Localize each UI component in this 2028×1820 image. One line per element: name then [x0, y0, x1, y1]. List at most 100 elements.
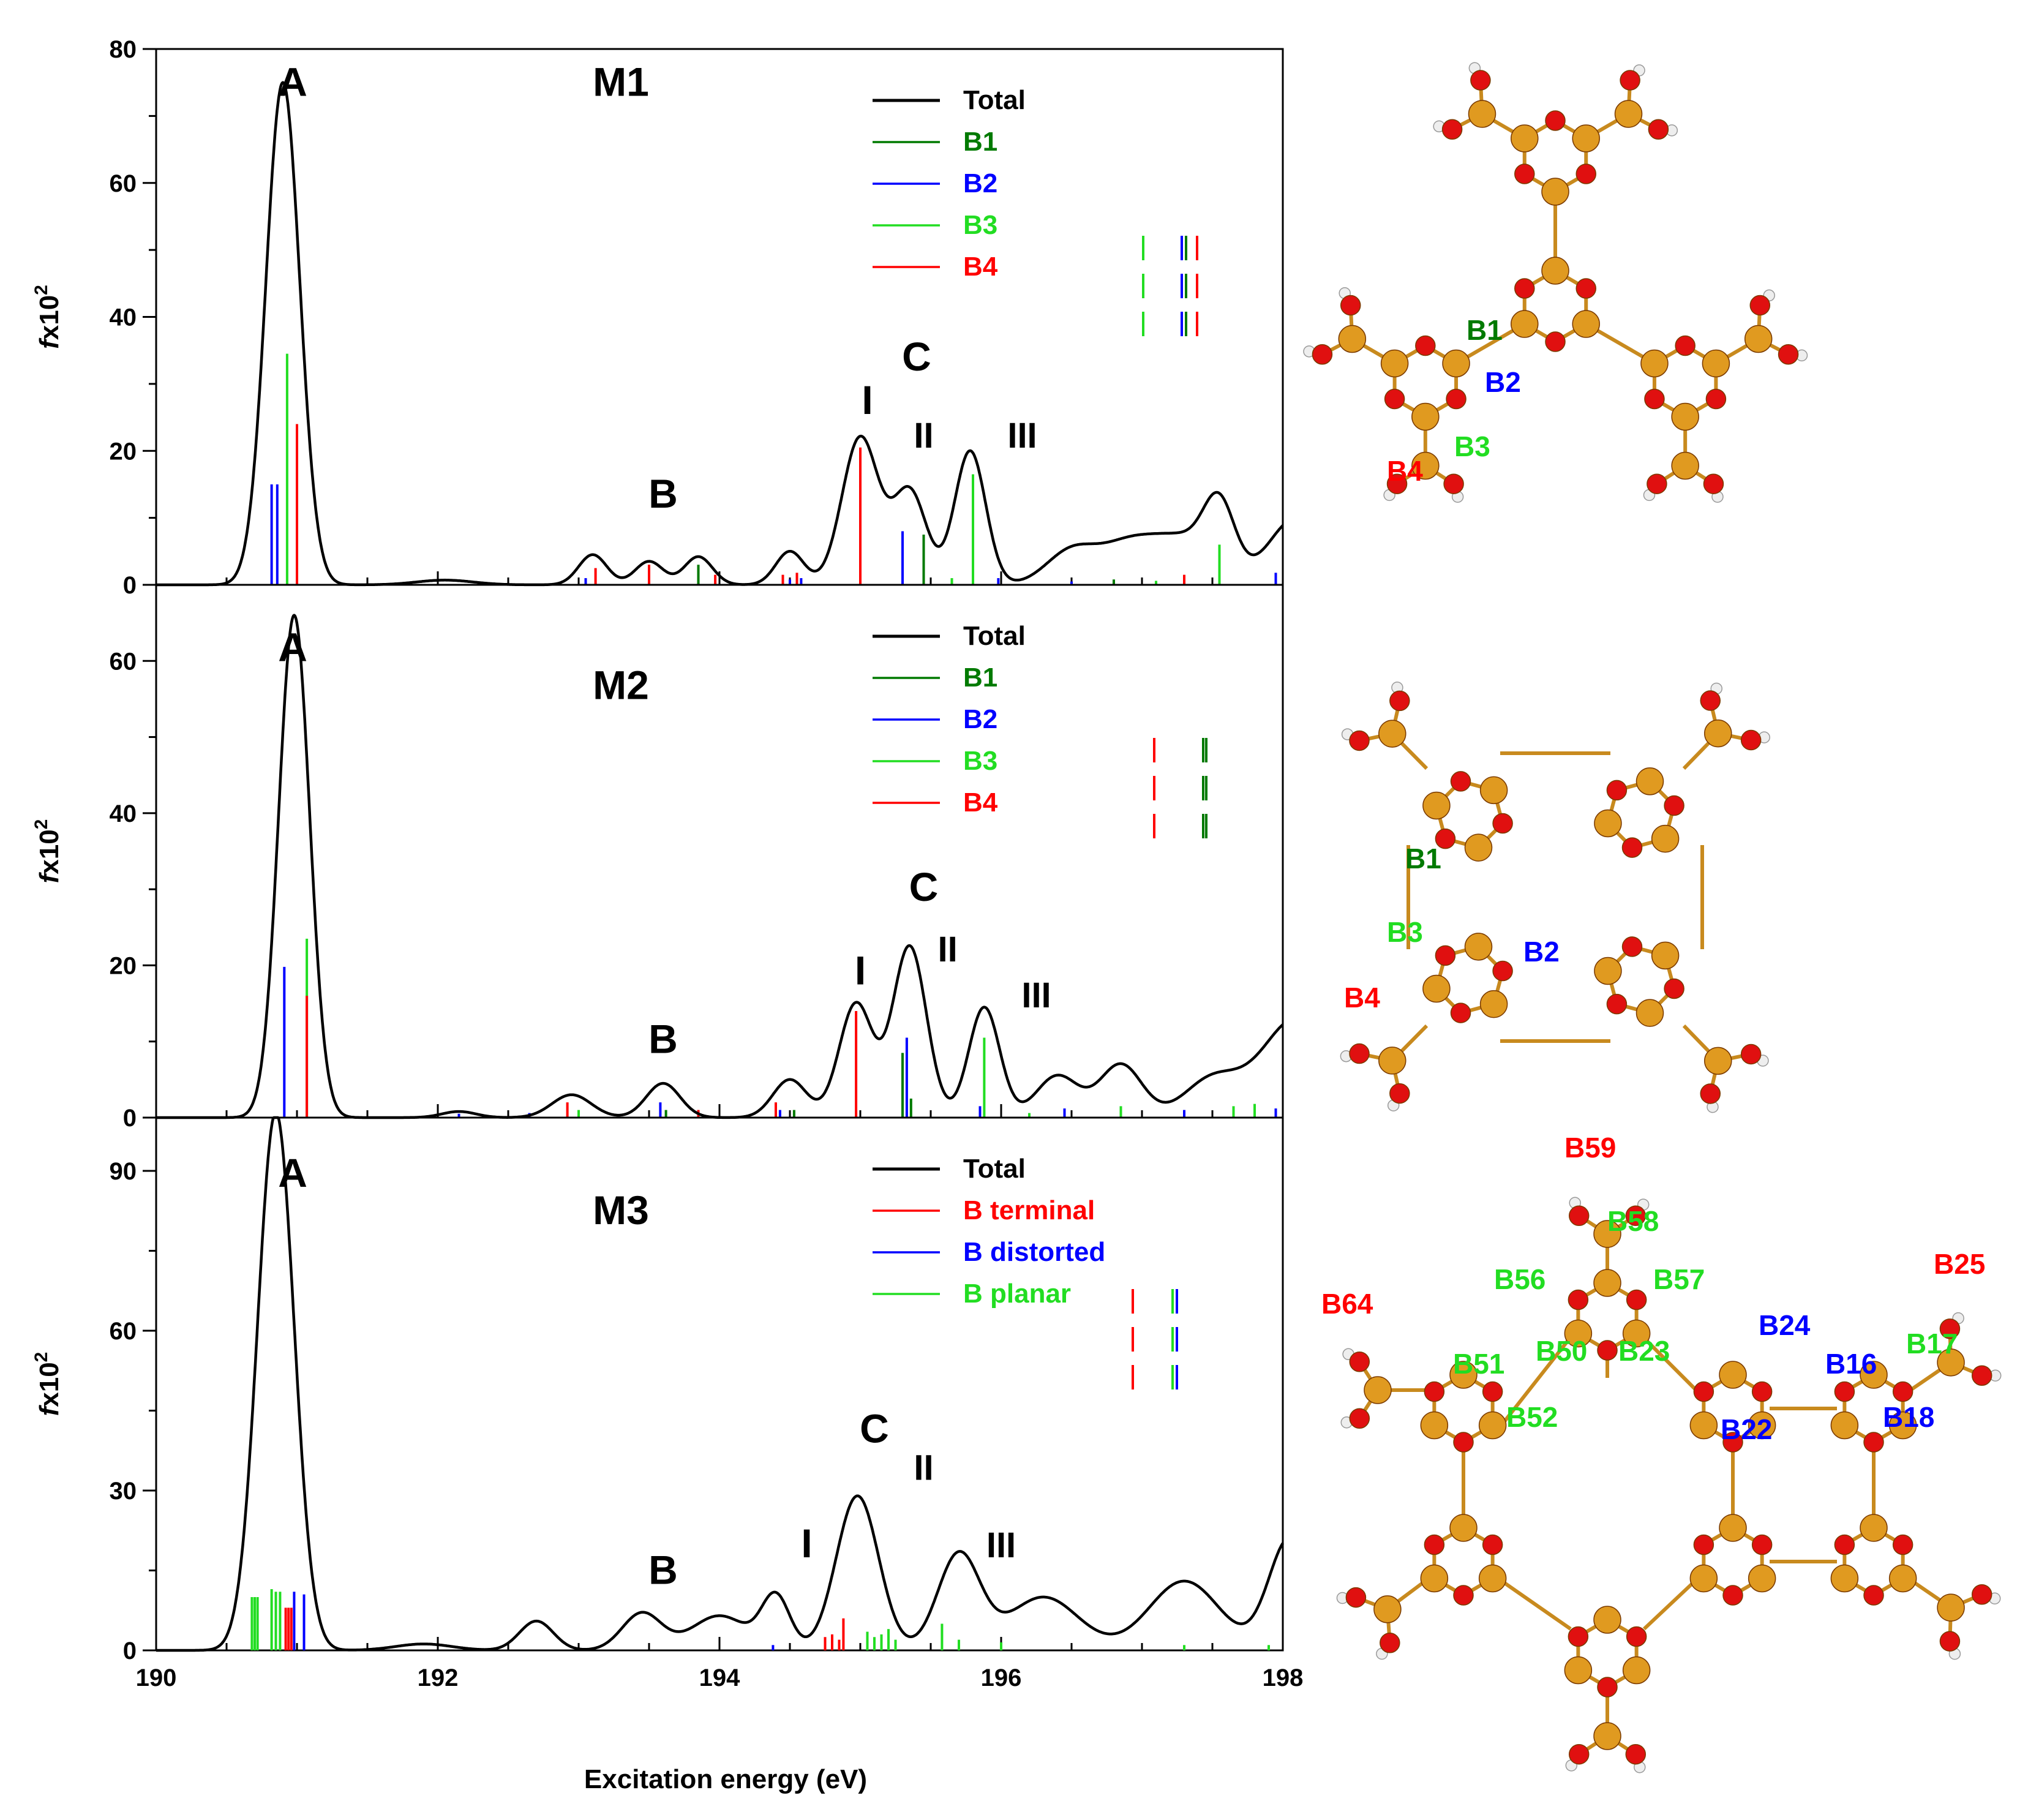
oxygen-atom: [1620, 70, 1640, 91]
atom-label-b57: B57: [1653, 1263, 1705, 1295]
dashed-markers: [1153, 738, 1207, 838]
molecule-structures: B1 B2 B3 B4 B1 B3 B2 B4 B59 B58 B56 B57 B25 B64 B24 B51…: [1303, 62, 2002, 1773]
peak-label: M3: [593, 1187, 649, 1233]
legend-label: Total: [963, 1154, 1026, 1184]
boron-atom: [1636, 767, 1664, 795]
peak-label: III: [1007, 416, 1037, 456]
total-spectrum-line: [155, 1116, 1284, 1652]
atom-label-b1: B1: [1405, 843, 1441, 874]
peak-label: A: [278, 59, 307, 105]
oxygen-atom: [1450, 1002, 1471, 1023]
y-tick-label: 40: [110, 800, 137, 827]
oxygen-atom: [1568, 1205, 1590, 1227]
boron-atom: [1468, 100, 1497, 128]
atom-label-b3: B3: [1454, 431, 1490, 462]
oxygen-atom: [1625, 1205, 1647, 1227]
oxygen-atom: [1693, 1381, 1714, 1402]
oxygen-atom: [1939, 1318, 1961, 1339]
oxygen-atom: [1424, 1381, 1445, 1402]
peak-label: I: [801, 1521, 812, 1566]
atom-label-b17: B17: [1906, 1328, 1958, 1359]
peak-label: B: [648, 1547, 678, 1592]
oxygen-atom: [1470, 70, 1491, 91]
oxygen-atom: [1675, 335, 1696, 356]
oxygen-atom: [1863, 1432, 1884, 1453]
boron-atom: [1937, 1348, 1965, 1377]
x-tick-label: 198: [1263, 1664, 1304, 1691]
boron-atom: [1464, 833, 1493, 862]
oxygen-atom: [1389, 690, 1410, 712]
oxygen-atom: [1740, 729, 1762, 751]
labels-M1: B1 B2 B3 B4: [1387, 314, 1521, 487]
oxygen-atom: [1703, 473, 1724, 494]
boron-atom: [1671, 402, 1699, 431]
boron-atom: [1593, 1220, 1621, 1248]
oxygen-atom: [1312, 344, 1333, 365]
oxygen-atom: [1446, 388, 1467, 410]
boron-atom: [1572, 124, 1600, 152]
oxygen-atom: [1492, 813, 1513, 834]
oxygen-atom: [1939, 1631, 1961, 1652]
peak-label: II: [914, 416, 933, 456]
y-tick-label: 20: [110, 952, 137, 979]
boron-atom: [1564, 1319, 1593, 1348]
oxygen-atom: [1751, 1381, 1773, 1402]
oxygen-atom: [1450, 771, 1471, 792]
boron-atom: [1719, 1514, 1747, 1542]
dashed-markers: [1142, 236, 1198, 336]
oxygen-atom: [1705, 388, 1727, 410]
boron-atom: [1449, 1514, 1478, 1542]
oxygen-atom: [1482, 1381, 1503, 1402]
oxygen-atom: [1834, 1381, 1855, 1402]
oxygen-atom: [1700, 1083, 1721, 1104]
y-tick-label: 20: [110, 438, 137, 465]
boron-atom: [1622, 1319, 1651, 1348]
peak-label: M1: [593, 59, 649, 105]
molecule-M2: [1340, 682, 1770, 1113]
oxygen-atom: [1606, 993, 1628, 1015]
oxygen-atom: [1349, 1408, 1370, 1429]
atom-label-b2: B2: [1485, 366, 1521, 398]
oxygen-atom: [1693, 1534, 1714, 1555]
boron-atom: [1640, 349, 1669, 378]
legend-label: B1: [963, 663, 997, 693]
oxygen-atom: [1443, 473, 1464, 494]
oxygen-atom: [1751, 1534, 1773, 1555]
atom-label-b25: B25: [1934, 1248, 1985, 1280]
boron-atom: [1888, 1564, 1917, 1593]
oxygen-atom: [1597, 1340, 1618, 1361]
boron-atom: [1411, 451, 1440, 480]
oxygen-atom: [1415, 335, 1436, 356]
boron-atom: [1541, 178, 1569, 206]
oxygen-atom: [1722, 1585, 1743, 1606]
oxygen-atom: [1626, 1626, 1647, 1647]
y-axis-label: fx102: [31, 1352, 64, 1416]
boron-atom: [1479, 776, 1508, 805]
oxygen-atom: [1700, 690, 1721, 711]
oxygen-atom: [1386, 473, 1408, 494]
boron-atom: [1671, 451, 1699, 480]
boron-atom: [1830, 1564, 1859, 1593]
boron-atom: [1572, 310, 1600, 338]
oxygen-atom: [1971, 1365, 1992, 1386]
y-tick-label: 0: [123, 572, 137, 599]
atom-label-b58: B58: [1607, 1205, 1659, 1237]
peak-label: B: [648, 471, 678, 516]
peak-label: I: [855, 948, 866, 993]
boron-atom: [1420, 1411, 1449, 1440]
boron-atom: [1703, 719, 1732, 748]
legend-label: B planar: [963, 1279, 1071, 1309]
oxygen-atom: [1545, 110, 1566, 131]
oxygen-atom: [1514, 164, 1535, 184]
boron-atom: [1464, 933, 1493, 961]
boron-atom: [1830, 1411, 1859, 1440]
oxygen-atom: [1424, 1534, 1445, 1555]
boron-atom: [1702, 349, 1730, 378]
y-tick-label: 60: [110, 1318, 137, 1345]
atom-label-b1: B1: [1467, 314, 1503, 346]
boron-atom: [1594, 809, 1622, 838]
